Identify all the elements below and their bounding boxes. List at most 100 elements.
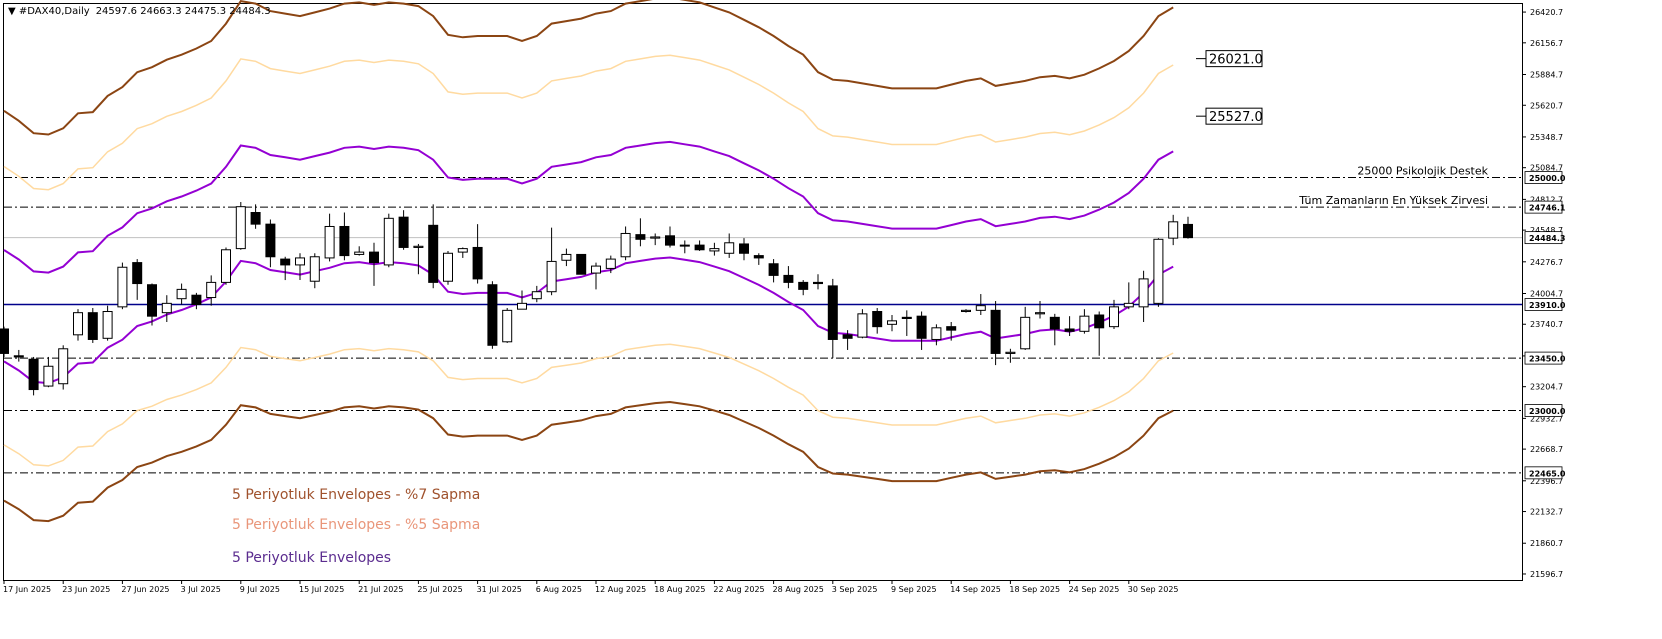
x-tick-label: 18 Aug 2025 xyxy=(654,585,705,594)
candle[interactable] xyxy=(739,238,749,261)
candle-body xyxy=(147,284,157,317)
candle-body xyxy=(443,252,453,282)
candle[interactable] xyxy=(487,281,498,349)
svg-text:24484.3: 24484.3 xyxy=(1529,234,1565,243)
candle[interactable] xyxy=(191,292,202,310)
candle[interactable] xyxy=(502,308,513,343)
candle[interactable] xyxy=(620,226,631,261)
candle[interactable] xyxy=(369,242,379,286)
candle[interactable] xyxy=(295,253,305,281)
candle[interactable] xyxy=(1049,313,1060,346)
candle[interactable] xyxy=(443,250,453,285)
envelope-5-layer xyxy=(3,54,1174,467)
candle[interactable] xyxy=(1123,282,1134,310)
candle[interactable] xyxy=(724,233,735,258)
candle[interactable] xyxy=(280,256,291,281)
candle[interactable] xyxy=(946,321,957,341)
candle-body xyxy=(901,316,912,319)
candle-body xyxy=(709,248,720,252)
candle[interactable] xyxy=(161,295,172,322)
candle[interactable] xyxy=(339,212,350,261)
candle[interactable] xyxy=(428,204,439,289)
candle[interactable] xyxy=(221,247,231,285)
candle[interactable] xyxy=(324,213,335,262)
candle[interactable] xyxy=(887,315,897,332)
candle[interactable] xyxy=(576,253,587,275)
envelope-7-lower xyxy=(3,400,1174,523)
candle[interactable] xyxy=(872,308,883,334)
candle[interactable] xyxy=(87,308,98,343)
candle[interactable] xyxy=(783,266,794,289)
candle[interactable] xyxy=(916,311,927,350)
candle[interactable] xyxy=(679,240,690,254)
candle[interactable] xyxy=(827,278,838,359)
candle[interactable] xyxy=(13,349,24,362)
candle[interactable] xyxy=(517,290,527,310)
candle[interactable] xyxy=(1079,309,1090,334)
candle[interactable] xyxy=(309,253,320,289)
candle[interactable] xyxy=(413,243,424,275)
candle[interactable] xyxy=(354,246,365,256)
candle[interactable] xyxy=(694,240,705,251)
candle[interactable] xyxy=(709,242,720,256)
candle[interactable] xyxy=(990,301,1001,366)
candles-layer xyxy=(0,202,1193,396)
candle[interactable] xyxy=(975,294,986,316)
candle[interactable] xyxy=(176,283,187,305)
x-tick-label: 22 Aug 2025 xyxy=(713,585,764,594)
candle[interactable] xyxy=(1153,238,1164,307)
candle[interactable] xyxy=(1064,316,1075,336)
candle[interactable] xyxy=(901,310,912,336)
candle[interactable] xyxy=(635,218,646,247)
candle[interactable] xyxy=(961,309,971,313)
candle-body xyxy=(990,309,1001,354)
candle[interactable] xyxy=(1138,270,1149,322)
candle[interactable] xyxy=(1094,311,1105,356)
candle[interactable] xyxy=(28,356,39,396)
candle[interactable] xyxy=(531,285,542,303)
candle[interactable] xyxy=(1109,299,1119,329)
candle[interactable] xyxy=(206,275,217,306)
candle[interactable] xyxy=(235,202,246,250)
candle[interactable] xyxy=(117,262,128,310)
candle[interactable] xyxy=(753,253,764,265)
candle[interactable] xyxy=(813,274,823,290)
candle[interactable] xyxy=(58,345,69,390)
candle[interactable] xyxy=(605,255,616,274)
candle[interactable] xyxy=(73,309,83,341)
candle[interactable] xyxy=(147,283,157,326)
candle[interactable] xyxy=(650,233,661,246)
candle-body xyxy=(235,206,246,250)
candle[interactable] xyxy=(472,224,483,284)
candle-body xyxy=(383,217,394,266)
candle[interactable] xyxy=(1005,348,1016,363)
candle[interactable] xyxy=(43,356,54,388)
candle[interactable] xyxy=(1183,216,1193,239)
y-tick-label: 22396.7 xyxy=(1530,477,1563,486)
candle[interactable] xyxy=(265,219,276,268)
candle[interactable] xyxy=(0,326,9,357)
candle[interactable] xyxy=(665,226,675,248)
candle[interactable] xyxy=(546,227,557,296)
candle-body xyxy=(620,232,631,258)
candle[interactable] xyxy=(398,210,409,250)
candle[interactable] xyxy=(591,262,601,290)
candle[interactable] xyxy=(1020,306,1031,350)
candle[interactable] xyxy=(132,259,143,300)
candle[interactable] xyxy=(250,204,261,229)
candle[interactable] xyxy=(798,280,809,296)
candle[interactable] xyxy=(768,259,779,283)
candle[interactable] xyxy=(842,330,853,350)
candle[interactable] xyxy=(561,248,572,267)
candle[interactable] xyxy=(857,309,868,339)
candle[interactable] xyxy=(457,247,468,258)
candle[interactable] xyxy=(931,324,942,346)
candle[interactable] xyxy=(1168,214,1179,246)
candle[interactable] xyxy=(1035,301,1045,319)
candle[interactable] xyxy=(383,213,394,268)
envelope-5-lower xyxy=(3,343,1174,467)
candle[interactable] xyxy=(102,305,113,341)
candle-body xyxy=(1168,221,1179,239)
